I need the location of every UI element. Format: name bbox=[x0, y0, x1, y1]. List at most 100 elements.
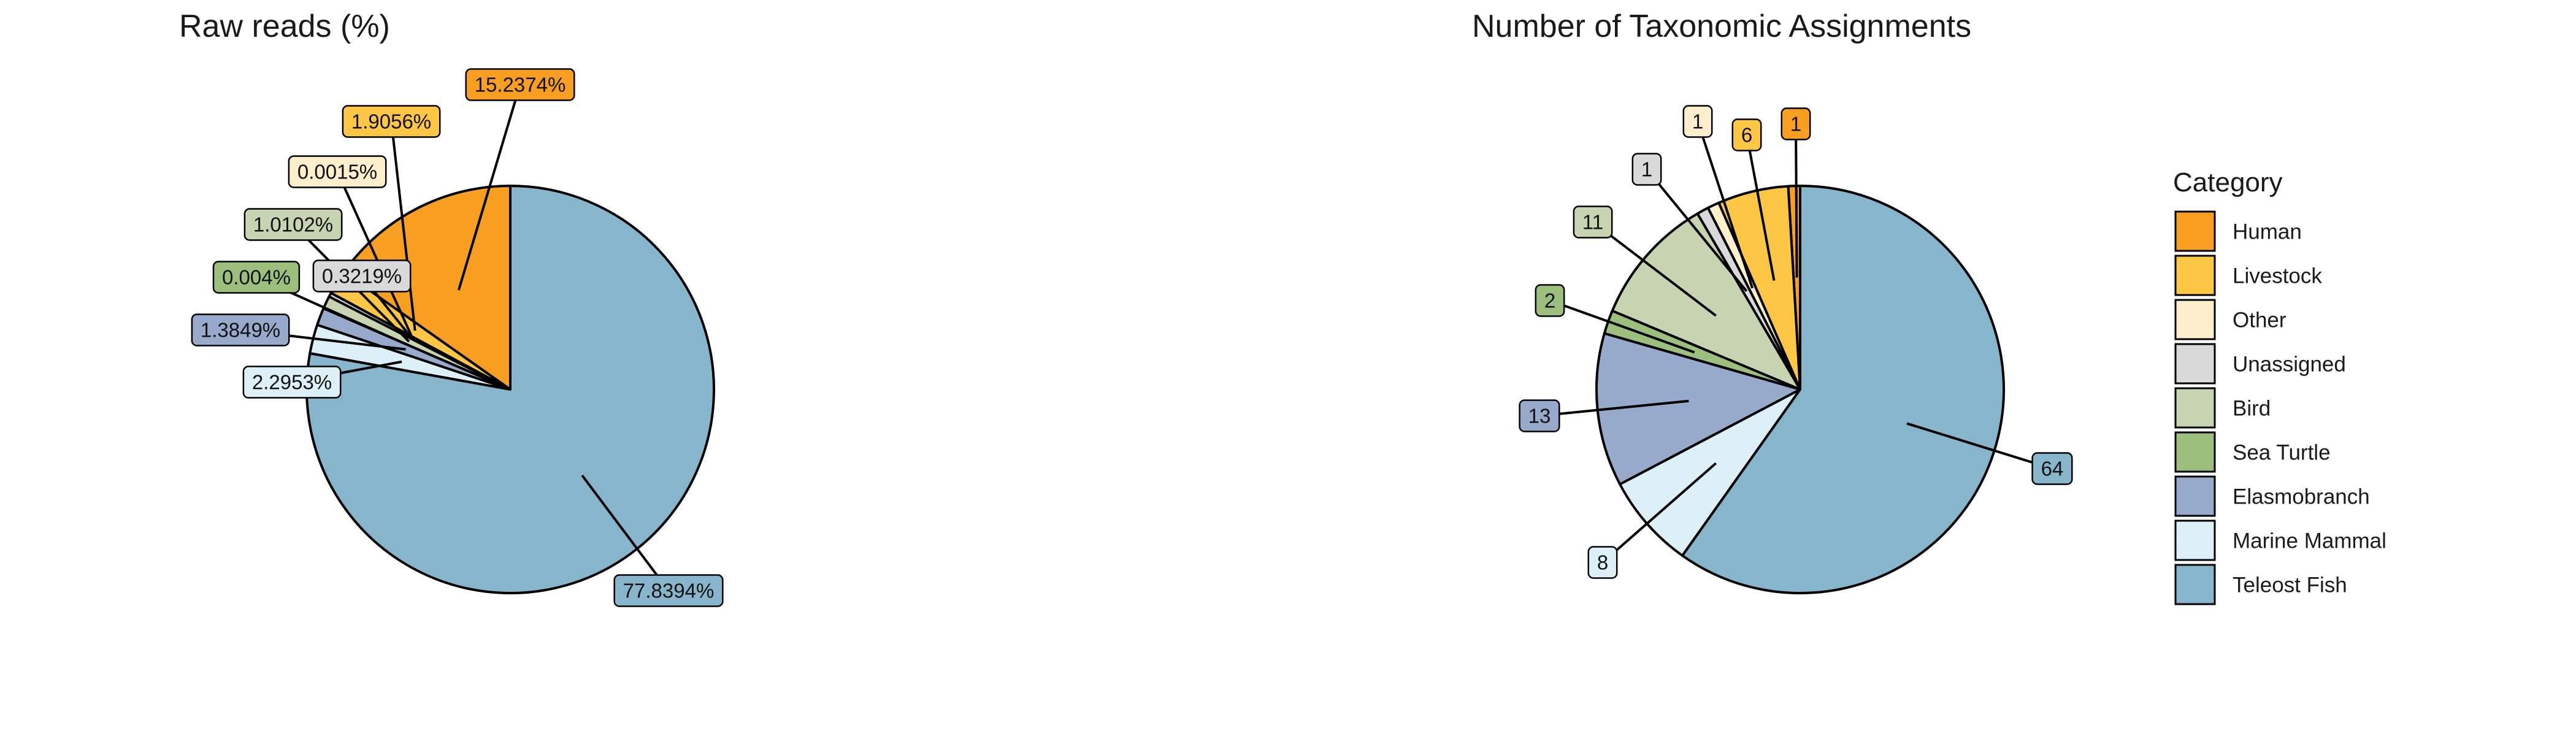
taxonomic-assignments-leader-livestock bbox=[1746, 134, 1776, 281]
raw-reads-label-text-elasmobranch: 1.3849% bbox=[201, 319, 280, 342]
legend-item-marine-mammal: Marine Mammal bbox=[2174, 519, 2386, 561]
taxonomic-assignments-label-box-elasmobranch bbox=[1519, 399, 1560, 432]
taxonomic-assignments-label-box-marine-mammal bbox=[1587, 546, 1618, 579]
raw-reads-label-box-sea-turtle bbox=[212, 261, 301, 294]
taxonomic-assignments-leader-unassigned bbox=[1646, 168, 1748, 292]
raw-reads-label-text-marine-mammal: 2.2953% bbox=[252, 371, 332, 394]
taxonomic-assignments-label-box-unassigned bbox=[1631, 153, 1662, 186]
legend-label-livestock: Livestock bbox=[2233, 264, 2322, 288]
taxonomic-assignments-label-teleost-fish: 64 bbox=[2031, 452, 2073, 485]
taxonomic-assignments-label-text-sea-turtle: 2 bbox=[1544, 289, 1555, 312]
taxonomic-assignments-leader-sea-turtle bbox=[1549, 299, 1695, 354]
raw-reads-label-elasmobranch: 1.3849% bbox=[191, 313, 290, 347]
taxonomic-assignments-label-marine-mammal: 8 bbox=[1587, 546, 1618, 579]
taxonomic-assignments-leader-elasmobranch bbox=[1539, 399, 1689, 417]
legend-item-bird: Bird bbox=[2174, 387, 2271, 429]
raw-reads-label-box-elasmobranch bbox=[191, 313, 290, 347]
legend-item-elasmobranch: Elasmobranch bbox=[2174, 475, 2370, 517]
taxonomic-assignments-label-text-bird: 11 bbox=[1582, 211, 1603, 234]
taxonomic-assignments-label-sea-turtle: 2 bbox=[1535, 284, 1565, 317]
raw-reads-label-text-livestock: 1.9056% bbox=[351, 110, 431, 133]
taxonomic-assignments-label-text-marine-mammal: 8 bbox=[1597, 551, 1608, 574]
raw-reads-label-other: 0.0015% bbox=[288, 155, 387, 188]
taxonomic-assignments-label-text-other: 1 bbox=[1692, 110, 1703, 133]
legend-swatch-teleost-fish bbox=[2174, 564, 2216, 605]
raw-reads-label-unassigned: 0.3219% bbox=[312, 259, 412, 293]
raw-reads-leader-human bbox=[457, 84, 521, 291]
raw-reads-label-text-teleost-fish: 77.8394% bbox=[623, 580, 715, 602]
raw-reads-label-sea-turtle: 0.004% bbox=[212, 261, 301, 294]
legend-swatch-human bbox=[2174, 210, 2216, 252]
raw-reads-label-box-teleost-fish bbox=[613, 574, 724, 607]
taxonomic-assignments-label-unassigned: 1 bbox=[1631, 153, 1662, 186]
legend-swatch-elasmobranch bbox=[2174, 475, 2216, 517]
legend-swatch-other bbox=[2174, 299, 2216, 340]
raw-reads-label-marine-mammal: 2.2953% bbox=[242, 366, 342, 399]
raw-reads-leader-livestock bbox=[390, 121, 416, 331]
legend-label-bird: Bird bbox=[2233, 397, 2271, 421]
taxonomic-assignments-label-box-bird bbox=[1573, 205, 1613, 239]
legend-items: Human Livestock Other Unassigned Bird Sea Tur… bbox=[2174, 210, 2386, 605]
legend-item-unassigned: Unassigned bbox=[2174, 343, 2346, 385]
raw-reads-leader-teleost-fish bbox=[581, 474, 670, 592]
taxonomic-assignments-leader-marine-mammal bbox=[1601, 462, 1717, 564]
legend-item-livestock: Livestock bbox=[2174, 255, 2322, 296]
legend-label-sea-turtle: Sea Turtle bbox=[2233, 441, 2331, 465]
raw-reads-slice-labels: 15.2374% 1.9056% 0.0015% 0.3219% 1.0102% 0.00… bbox=[191, 68, 724, 607]
raw-reads-label-box-bird bbox=[243, 208, 343, 241]
taxonomic-assignments-label-box-teleost-fish bbox=[2031, 452, 2073, 485]
legend-label-unassigned: Unassigned bbox=[2233, 353, 2346, 377]
raw-reads-chart-title: Raw reads (%) bbox=[179, 9, 390, 44]
taxonomic-assignments-label-text-unassigned: 1 bbox=[1641, 158, 1652, 181]
raw-reads-label-box-other bbox=[288, 155, 387, 188]
taxonomic-assignments-label-other: 1 bbox=[1682, 105, 1713, 138]
legend-title: Category bbox=[2173, 167, 2283, 197]
taxonomic-assignments-label-box-livestock bbox=[1731, 118, 1762, 151]
taxonomic-assignments-leader-lines bbox=[1539, 121, 2053, 564]
taxonomic-assignments-leader-teleost-fish bbox=[1906, 422, 2053, 470]
taxonomic-assignments-label-bird: 11 bbox=[1573, 205, 1613, 239]
taxonomic-assignments-chart-title: Number of Taxonomic Assignments bbox=[1472, 9, 1971, 44]
taxonomic-assignments-pie-slices bbox=[1595, 184, 2005, 594]
taxonomic-assignments-label-text-teleost-fish: 64 bbox=[2041, 458, 2064, 480]
legend: Category Human Livestock Other Unassigned Bi… bbox=[2173, 167, 2386, 605]
taxonomic-assignments-pie-chart: Number of Taxonomic Assignments 16111121… bbox=[1472, 9, 2073, 594]
raw-reads-label-box-human bbox=[465, 68, 575, 101]
raw-reads-leader-other bbox=[336, 171, 413, 337]
taxonomic-assignments-label-box-other bbox=[1682, 105, 1713, 138]
raw-reads-label-text-sea-turtle: 0.004% bbox=[222, 266, 291, 289]
raw-reads-label-text-bird: 1.0102% bbox=[253, 213, 333, 236]
taxonomic-assignments-label-livestock: 6 bbox=[1731, 118, 1762, 151]
legend-item-teleost-fish: Teleost Fish bbox=[2174, 564, 2347, 605]
taxonomic-assignments-label-text-elasmobranch: 13 bbox=[1528, 405, 1551, 427]
taxonomic-assignments-label-text-livestock: 6 bbox=[1741, 124, 1752, 147]
taxonomic-assignments-leader-human bbox=[1795, 123, 1798, 278]
legend-item-other: Other bbox=[2174, 299, 2287, 340]
raw-reads-label-livestock: 1.9056% bbox=[342, 105, 441, 138]
legend-label-elasmobranch: Elasmobranch bbox=[2233, 485, 2370, 509]
legend-item-human: Human bbox=[2174, 210, 2302, 252]
taxonomic-assignments-label-elasmobranch: 13 bbox=[1519, 399, 1560, 432]
raw-reads-pie-slices bbox=[305, 185, 715, 594]
legend-label-other: Other bbox=[2233, 309, 2287, 332]
taxonomic-assignments-label-box-sea-turtle bbox=[1535, 284, 1565, 317]
raw-reads-label-box-marine-mammal bbox=[242, 366, 342, 399]
raw-reads-label-box-livestock bbox=[342, 105, 441, 138]
legend-swatch-unassigned bbox=[2174, 343, 2216, 385]
taxonomic-assignments-leader-other bbox=[1696, 121, 1754, 289]
taxonomic-assignments-label-text-human: 1 bbox=[1790, 113, 1801, 136]
raw-reads-slice-teleost-fish bbox=[305, 185, 715, 594]
taxonomic-assignments-label-human: 1 bbox=[1781, 107, 1811, 140]
raw-reads-label-teleost-fish: 77.8394% bbox=[613, 574, 724, 607]
legend-swatch-marine-mammal bbox=[2174, 519, 2216, 561]
legend-label-teleost-fish: Teleost Fish bbox=[2233, 573, 2347, 597]
raw-reads-label-box-unassigned bbox=[312, 259, 412, 293]
raw-reads-label-text-unassigned: 0.3219% bbox=[322, 265, 402, 288]
raw-reads-label-human: 15.2374% bbox=[465, 68, 575, 101]
legend-swatch-sea-turtle bbox=[2174, 431, 2216, 473]
raw-reads-label-bird: 1.0102% bbox=[243, 208, 343, 241]
legend-label-human: Human bbox=[2233, 220, 2302, 244]
legend-label-marine-mammal: Marine Mammal bbox=[2233, 529, 2386, 553]
